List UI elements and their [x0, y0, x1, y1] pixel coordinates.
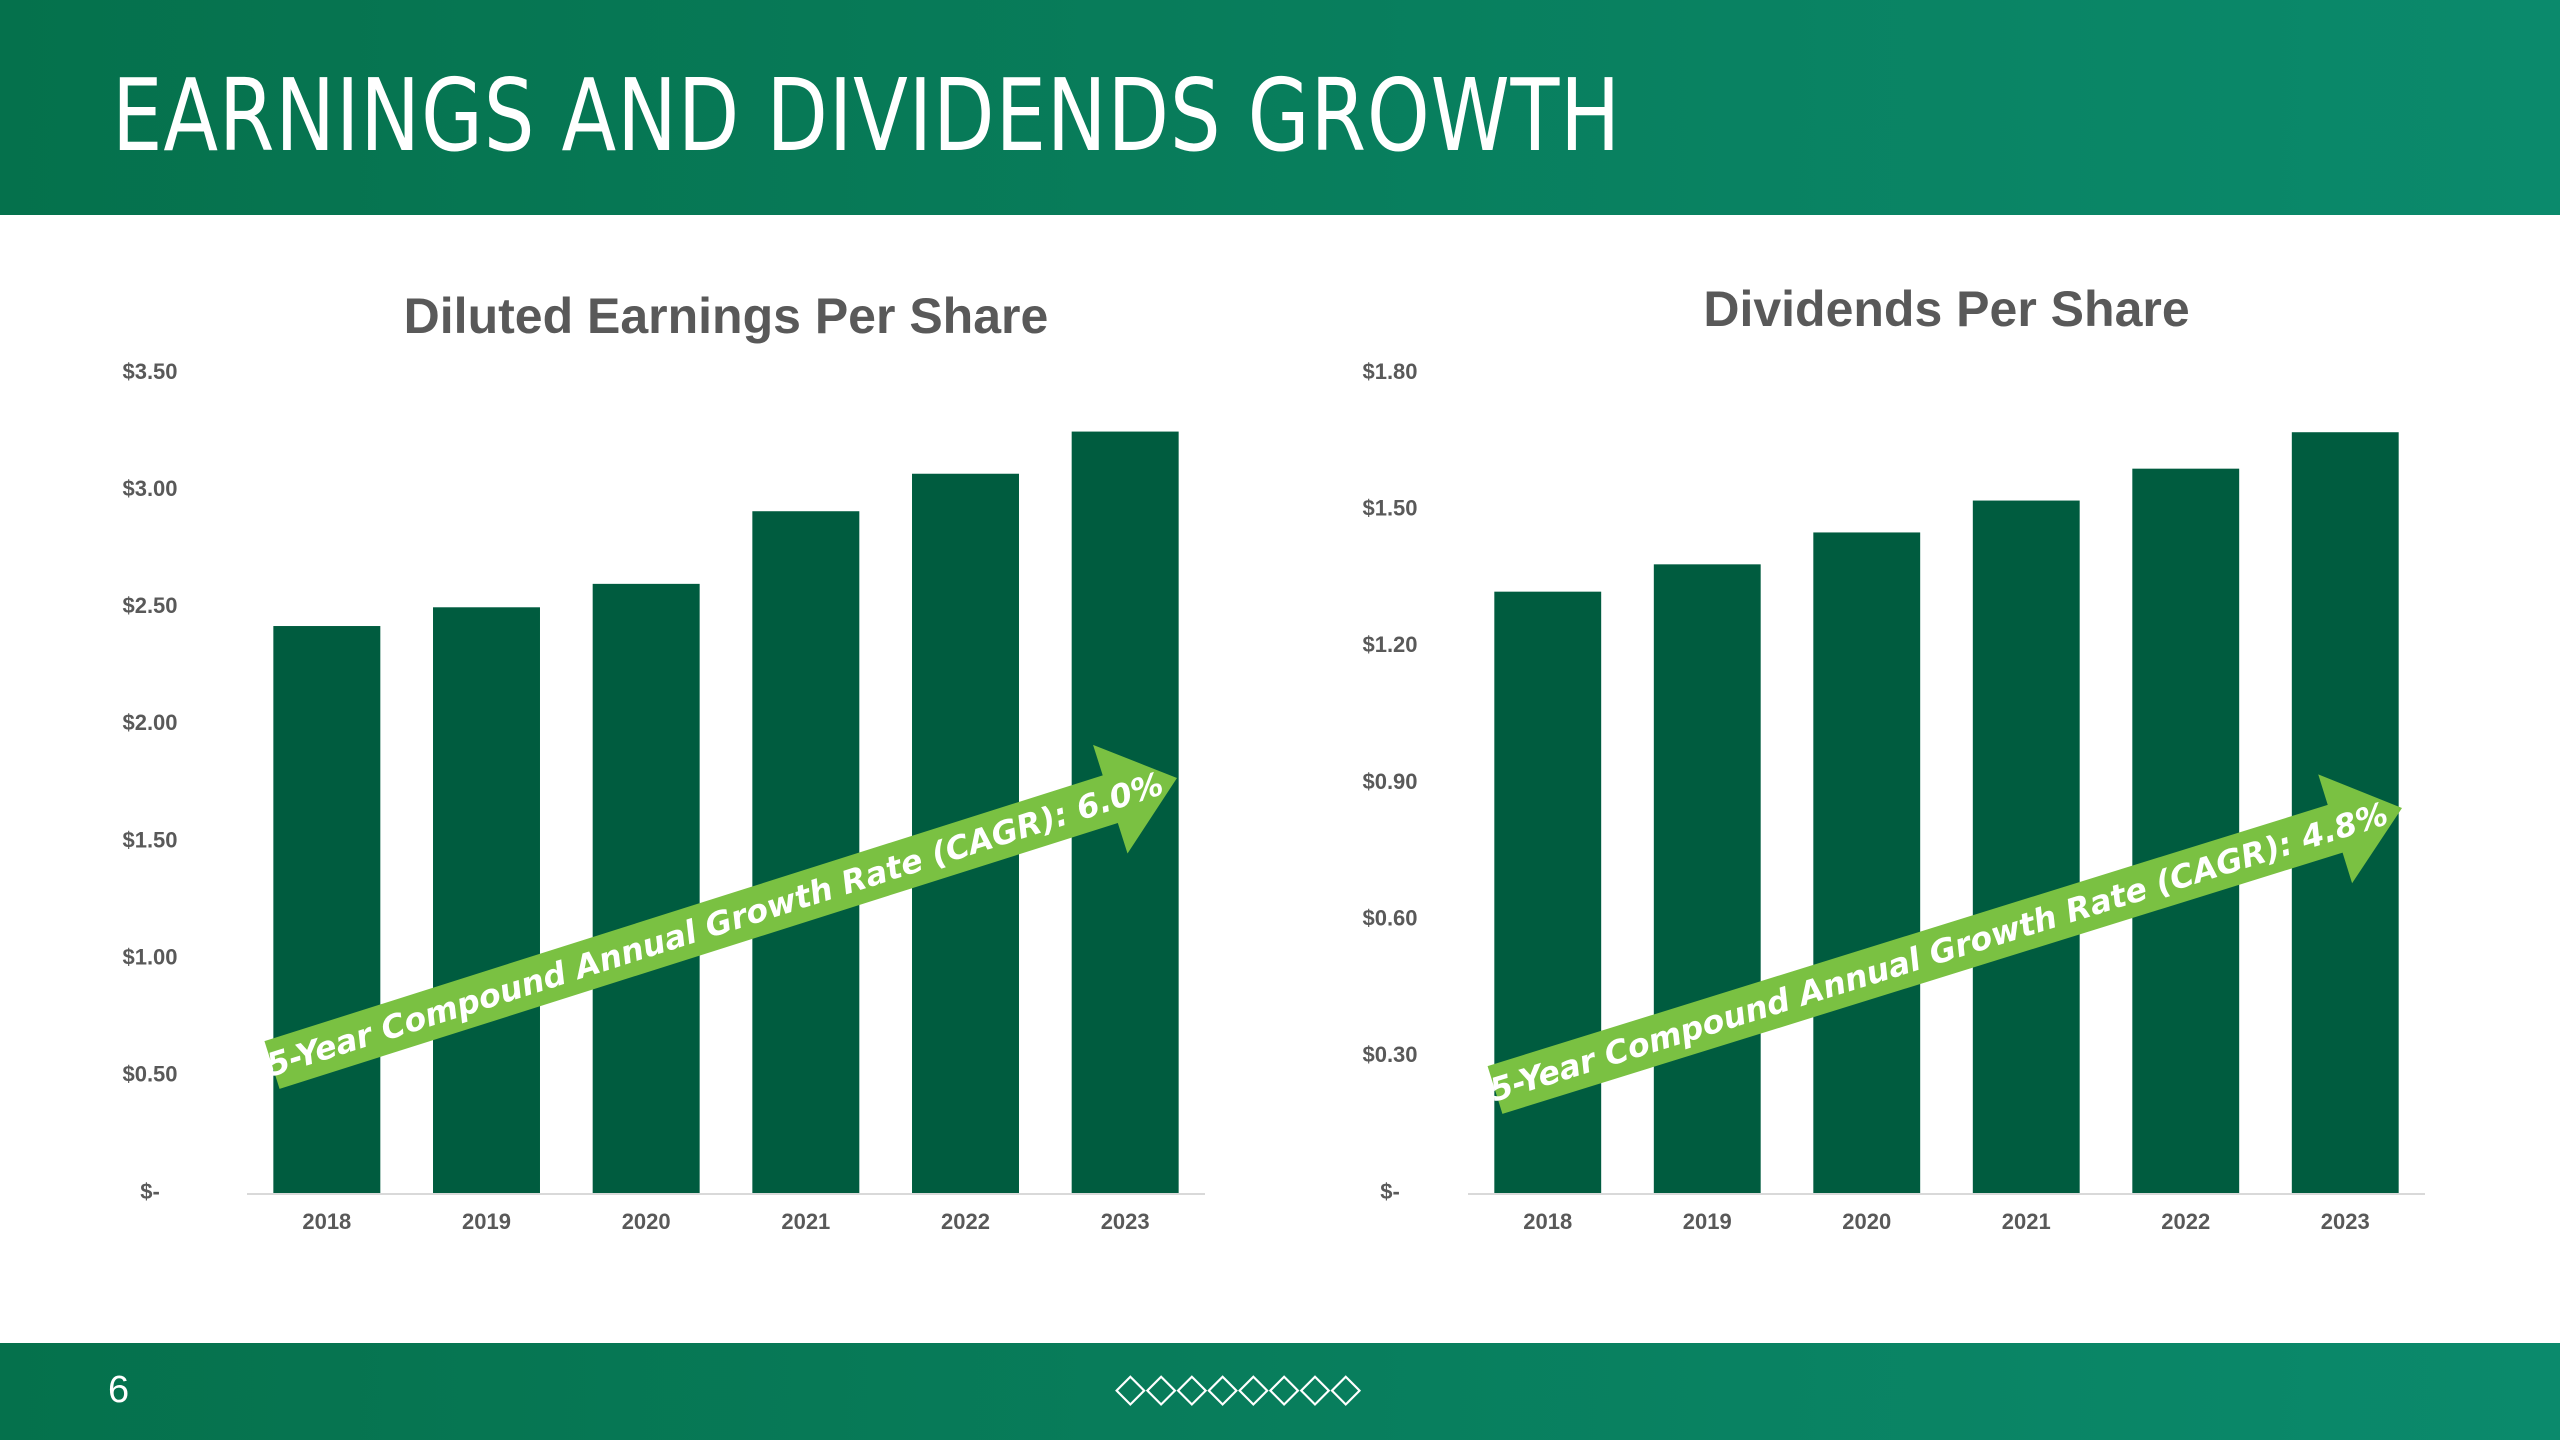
dps-y-tick-label: $0.30 — [1362, 1042, 1417, 1067]
eps-y-tick-label: $1.50 — [122, 827, 177, 852]
eps-y-tick-label: $- — [140, 1179, 160, 1204]
dps-y-tick-label: $0.90 — [1362, 769, 1417, 794]
dps-x-tick-label: 2023 — [2321, 1209, 2370, 1234]
eps-x-tick-label: 2018 — [302, 1209, 351, 1234]
eps-y-tick-label: $1.00 — [122, 945, 177, 970]
dps-x-tick-label: 2021 — [2002, 1209, 2051, 1234]
dps-x-tick-label: 2019 — [1683, 1209, 1732, 1234]
page-number: 6 — [108, 1369, 130, 1411]
eps-bar-2021 — [752, 511, 860, 1193]
eps-y-tick-label: $3.00 — [122, 476, 177, 501]
dps-bar-2019 — [1653, 564, 1761, 1193]
dps-y-tick-label: $- — [1380, 1179, 1400, 1204]
dps-x-tick-label: 2018 — [1523, 1209, 1572, 1234]
eps-x-tick-label: 2023 — [1101, 1209, 1150, 1234]
dps-y-tick-label: $1.80 — [1362, 359, 1417, 384]
eps-x-tick-label: 2021 — [781, 1209, 830, 1234]
dps-bar-2021 — [1972, 500, 2080, 1193]
eps-cagr-label: 5-Year Compound Annual Growth Rate (CAGR… — [262, 765, 1168, 1085]
eps-y-tick-label: $2.50 — [122, 593, 177, 618]
eps-chart-title: Diluted Earnings Per Share — [404, 288, 1049, 344]
dps-arrow-right-icon — [1487, 774, 2402, 1114]
dividends-per-share-chart-svg: Dividends Per Share $- $0.30 $0.60 $0.90 $1.2… — [1362, 281, 2425, 1234]
dps-x-tick-label: 2022 — [2161, 1209, 2210, 1234]
dps-cagr-arrow: 5-Year Compound Annual Growth Rate (CAGR… — [1485, 774, 2402, 1114]
eps-y-tick-label: $3.50 — [122, 359, 177, 384]
eps-y-tick-label: $0.50 — [122, 1062, 177, 1087]
header-banner: EARNINGS AND DIVIDENDS GROWTH — [0, 0, 2560, 215]
eps-arrow-right-icon — [264, 744, 1178, 1089]
dividends-per-share-chart: Dividends Per Share $- $0.30 $0.60 $0.90 $1.2… — [1240, 270, 2480, 1270]
dps-y-tick-label: $1.20 — [1362, 632, 1417, 657]
eps-bar-2018 — [273, 626, 381, 1193]
dps-bar-2020 — [1813, 532, 1921, 1193]
eps-x-tick-label: 2019 — [462, 1209, 511, 1234]
dps-y-tick-label: $1.50 — [1362, 495, 1417, 520]
eps-cagr-arrow: 5-Year Compound Annual Growth Rate (CAGR… — [262, 744, 1178, 1089]
eps-bar-2020 — [592, 583, 700, 1193]
dps-cagr-label: 5-Year Compound Annual Growth Rate (CAGR… — [1485, 795, 2392, 1110]
dps-y-tick-label: $0.60 — [1362, 905, 1417, 930]
eps-y-tick-label: $2.00 — [122, 710, 177, 735]
page-title: EARNINGS AND DIVIDENDS GROWTH — [112, 57, 1622, 174]
footer-banner: 6 ◇◇◇◇◇◇◇◇ — [0, 1343, 2560, 1440]
dps-bar-2022 — [2132, 468, 2240, 1193]
eps-x-tick-label: 2020 — [622, 1209, 671, 1234]
dps-x-tick-label: 2020 — [1842, 1209, 1891, 1234]
diluted-eps-chart-svg: Diluted Earnings Per Share $- $0.50 $1.00 $1… — [122, 288, 1205, 1234]
eps-x-tick-label: 2022 — [941, 1209, 990, 1234]
dps-chart-title: Dividends Per Share — [1703, 281, 2189, 337]
diamond-decoration-icon: ◇◇◇◇◇◇◇◇ — [1115, 1365, 1362, 1411]
eps-bar-2019 — [433, 607, 540, 1193]
diluted-eps-chart: Diluted Earnings Per Share $- $0.50 $1.00 $1… — [0, 270, 1240, 1270]
